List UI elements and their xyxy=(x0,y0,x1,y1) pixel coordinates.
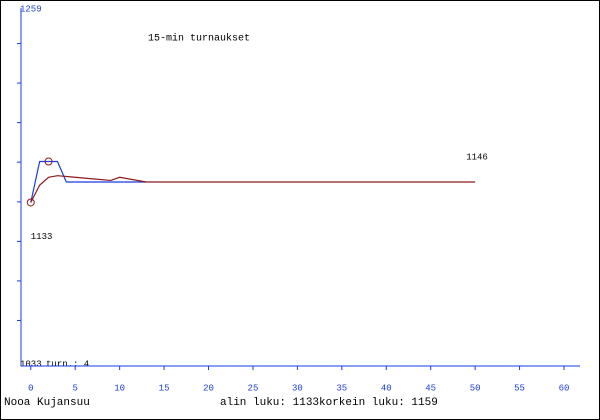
x-tick-label: 55 xyxy=(514,383,525,393)
x-tick-label: 20 xyxy=(203,383,214,393)
x-tick-label: 40 xyxy=(381,383,392,393)
marker xyxy=(26,198,35,207)
line xyxy=(30,160,147,203)
x-tick-label: 5 xyxy=(73,383,78,393)
x-tick-label: 35 xyxy=(336,383,347,393)
x-tick-label: 60 xyxy=(559,383,570,393)
y-max-label: 1259 xyxy=(20,4,42,14)
x-tick-label: 0 xyxy=(28,383,33,393)
x-tick-label: 10 xyxy=(114,383,125,393)
annotation: 1133 xyxy=(31,232,53,242)
marker xyxy=(44,157,53,166)
x-tick-label: 15 xyxy=(159,383,170,393)
x-tick-label: 45 xyxy=(425,383,436,393)
annotation: 1146 xyxy=(466,152,488,162)
chart-title: 15-min turnaukset xyxy=(148,33,250,45)
x-tick-label: 50 xyxy=(470,383,481,393)
max-text: korkein luku: 1159 xyxy=(319,397,438,409)
author: Nooa Kujansuu xyxy=(4,397,90,409)
x-tick-label: 30 xyxy=(292,383,303,393)
line xyxy=(30,175,476,203)
x-tick-label: 25 xyxy=(248,383,259,393)
y-min-label: 1033 xyxy=(20,359,42,369)
count-label: turn.: 4 xyxy=(46,359,89,369)
min-text: alin luku: 1133 xyxy=(220,397,319,409)
